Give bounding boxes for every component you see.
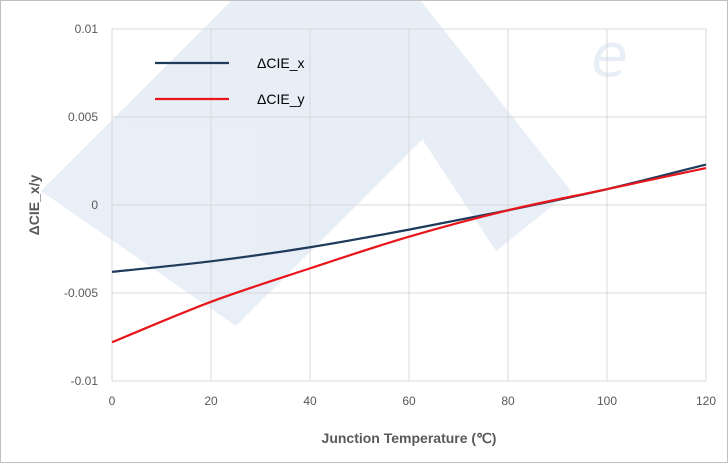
- series-lines: [111, 163, 707, 344]
- x-tick-label: 120: [696, 394, 716, 408]
- x-tick-label: 100: [597, 394, 617, 408]
- legend: ΔCIE_x ΔCIE_y: [155, 55, 304, 107]
- y-tick-label: 0: [91, 198, 98, 212]
- legend-label: ΔCIE_x: [257, 55, 304, 71]
- watermark-logo: e: [41, 1, 628, 326]
- x-tick-label: 0: [109, 394, 116, 408]
- grid: [111, 28, 707, 382]
- tick-labels: 0 20 40 60 80 100 120 -0.01 -0.005 0 0.005 0.01: [64, 22, 716, 408]
- x-tick-label: 20: [204, 394, 218, 408]
- y-tick-label: -0.01: [71, 374, 99, 388]
- svg-text:e: e: [591, 21, 628, 91]
- y-tick-label: -0.005: [64, 286, 98, 300]
- y-axis-title: ΔCIE_x/y: [26, 174, 42, 235]
- y-tick-label: 0.01: [75, 22, 99, 36]
- x-axis-title: Junction Temperature (℃): [322, 430, 497, 446]
- y-tick-label: 0.005: [68, 110, 98, 124]
- x-tick-label: 80: [501, 394, 515, 408]
- series-line-cie-y: [111, 166, 707, 344]
- x-tick-label: 40: [303, 394, 317, 408]
- legend-label: ΔCIE_y: [257, 91, 304, 107]
- x-tick-label: 60: [402, 394, 416, 408]
